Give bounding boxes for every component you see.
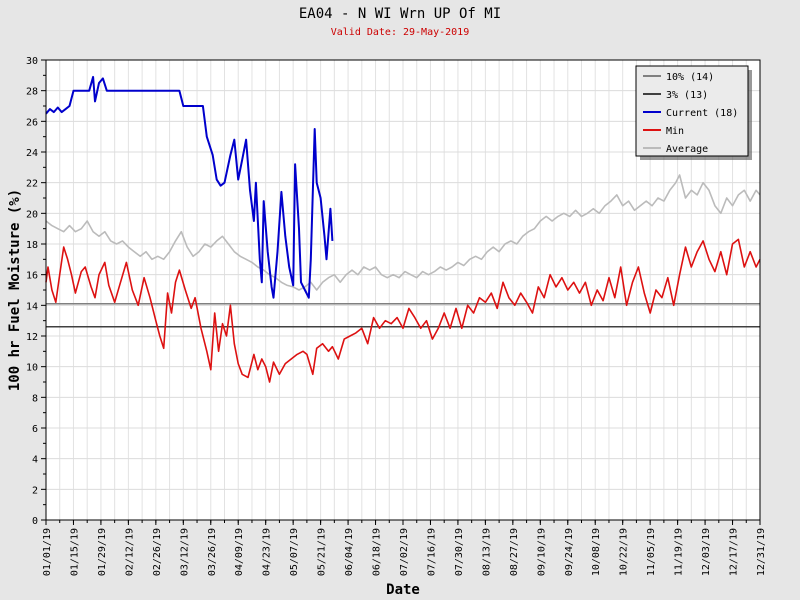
chart-title: EA04 - N WI Wrn UP Of MI (298, 6, 502, 22)
y-tick-label: 20 (26, 209, 38, 220)
legend: 10% (14) 3% (13) Current (18) Min Average (635, 65, 752, 160)
x-tick-label: 05/07/19 (289, 528, 300, 576)
series-line-min (45, 238, 761, 383)
x-tick-label: 06/18/19 (372, 528, 383, 576)
x-tick-label: 08/27/19 (509, 528, 520, 576)
x-tick-label: 01/01/19 (42, 528, 53, 576)
x-tick-label: 02/12/19 (124, 528, 135, 576)
y-axis-label: 100 hr Fuel Moisture (%) (7, 189, 23, 391)
x-tick-label: 11/05/19 (646, 528, 657, 576)
x-tick-label: 07/30/19 (454, 528, 465, 576)
y-tick-label: 22 (26, 179, 38, 190)
series-line-current (45, 75, 334, 299)
x-tick-label: 09/24/19 (564, 528, 575, 576)
x-tick-label: 03/26/19 (207, 528, 218, 576)
x-tick-label: 12/17/19 (729, 528, 740, 576)
y-tick-label: 28 (26, 87, 38, 98)
legend-label-average: Average (666, 144, 708, 155)
series-lines (45, 75, 761, 383)
x-tick-label: 07/02/19 (399, 528, 410, 576)
y-tick-label: 14 (26, 301, 38, 312)
x-tick-label: 04/23/19 (262, 528, 273, 576)
x-axis-label: Date (386, 582, 420, 598)
legend-label-p3: 3% (13) (666, 90, 708, 101)
y-tick-label: 12 (26, 332, 38, 343)
y-tick-label: 4 (32, 455, 38, 466)
x-tick-label: 01/29/19 (97, 528, 108, 576)
y-tick-label: 8 (32, 393, 38, 404)
y-tick-label: 26 (26, 117, 38, 128)
x-tick-label: 02/26/19 (152, 528, 163, 576)
series-line-average (45, 174, 761, 291)
y-tick-label: 0 (32, 516, 38, 527)
chart-subtitle: Valid Date: 29-May-2019 (330, 27, 470, 38)
x-tick-label: 10/22/19 (619, 528, 630, 576)
x-tick-label: 09/10/19 (536, 528, 547, 576)
y-tick-label: 16 (26, 271, 38, 282)
legend-label-min: Min (666, 126, 684, 137)
legend-label-current: Current (18) (666, 108, 738, 119)
y-tick-label: 2 (32, 485, 38, 496)
x-tick-label: 04/09/19 (234, 528, 245, 576)
y-tick-label: 6 (32, 424, 38, 435)
legend-label-p10: 10% (14) (666, 72, 714, 83)
x-tick-label: 08/13/19 (481, 528, 492, 576)
x-tick-label: 01/15/19 (69, 528, 80, 576)
x-tick-label: 07/16/19 (426, 528, 437, 576)
y-tick-label: 10 (26, 363, 38, 374)
x-tick-label: 12/31/19 (756, 528, 767, 576)
x-tick-label: 03/12/19 (179, 528, 190, 576)
y-tick-label: 24 (26, 148, 38, 159)
x-tick-label: 12/03/19 (701, 528, 712, 576)
x-tick-label: 06/04/19 (344, 528, 355, 576)
y-tick-label: 18 (26, 240, 38, 251)
x-axis: 01/01/19 01/15/19 01/29/19 02/12/19 02/26/19… (42, 520, 767, 576)
x-tick-label: 05/21/19 (317, 528, 328, 576)
x-tick-label: 10/08/19 (591, 528, 602, 576)
x-tick-label: 11/19/19 (674, 528, 685, 576)
y-tick-label: 30 (26, 56, 38, 67)
